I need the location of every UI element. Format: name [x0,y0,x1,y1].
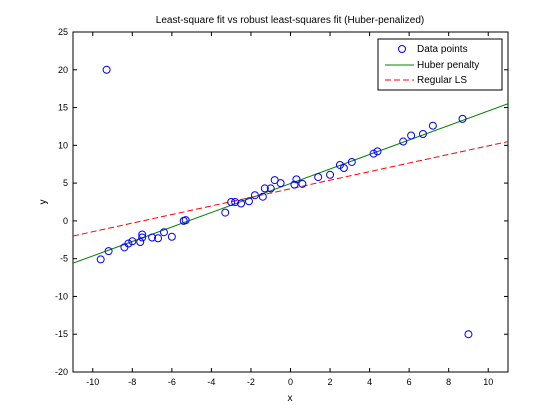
x-axis-label: x [288,393,293,404]
y-tick-label: -10 [55,291,68,301]
x-tick-label: -4 [207,377,215,387]
data-point [227,198,236,206]
data-point [326,170,335,179]
data-point [138,230,147,239]
x-tick-label: 10 [483,377,493,387]
data-point [148,233,157,242]
y-tick-label: 10 [58,140,68,150]
data-point [458,114,467,123]
data-point [373,147,382,156]
x-tick-label: 2 [328,377,333,387]
y-axis: -20 -15 -10 -5 0 5 10 15 20 25 [55,27,508,377]
data-point [266,184,275,193]
y-tick-label: 5 [63,178,68,188]
data-point [418,130,427,138]
data-point [244,197,253,206]
data-point [124,239,133,248]
y-tick-label: -5 [60,254,68,264]
data-point [159,228,168,237]
data-point [96,255,105,264]
data-point [231,198,240,206]
data-point [136,238,145,247]
data-point [104,247,113,256]
y-tick-label: 0 [63,216,68,226]
data-point [102,65,111,74]
x-tick-label: -8 [128,377,136,387]
y-axis-label: y [38,200,49,205]
x-tick-label: -2 [247,377,255,387]
data-point [138,233,147,242]
data-point [464,330,473,339]
legend-label-huber: Huber penalty [417,60,479,71]
data-point [298,179,307,188]
data-point [128,237,137,246]
data-point [181,216,190,225]
y-tick-label: -15 [55,329,68,339]
data-point [154,234,163,243]
y-tick-label: -20 [55,367,68,377]
chart-title: Least-square fit vs robust least-squares… [156,15,424,26]
data-point [276,179,285,188]
legend-label-data-points: Data points [417,44,468,55]
data-point [407,131,416,140]
data-point [314,173,323,182]
data-point [260,184,269,193]
data-point [399,137,408,146]
data-point [221,208,230,217]
data-point [369,149,378,158]
data-point [290,180,299,189]
data-point [237,199,246,208]
data-point [250,191,259,200]
x-tick-label: 8 [446,377,451,387]
data-point [339,164,348,172]
data-point [292,175,301,184]
data-point [258,192,267,201]
x-tick-label: 4 [367,377,372,387]
legend-label-regular-ls: Regular LS [417,75,467,86]
regular-ls-fit-line [73,141,508,237]
x-tick-label: 6 [407,377,412,387]
y-tick-label: 15 [58,103,68,113]
y-tick-label: 25 [58,27,68,37]
data-point [428,121,437,130]
data-point [167,232,176,241]
x-tick-label: 0 [288,377,293,387]
x-tick-label: -6 [168,377,176,387]
data-point [347,157,356,166]
y-tick-label: 20 [58,65,68,75]
legend-marker-data-points [398,45,406,53]
points-layer [96,65,473,339]
legend: Data points Huber penalty Regular LS [377,38,503,91]
x-axis: -10 -8 -6 -4 -2 0 2 4 6 8 10 [86,32,493,387]
x-tick-label: -10 [86,377,99,387]
